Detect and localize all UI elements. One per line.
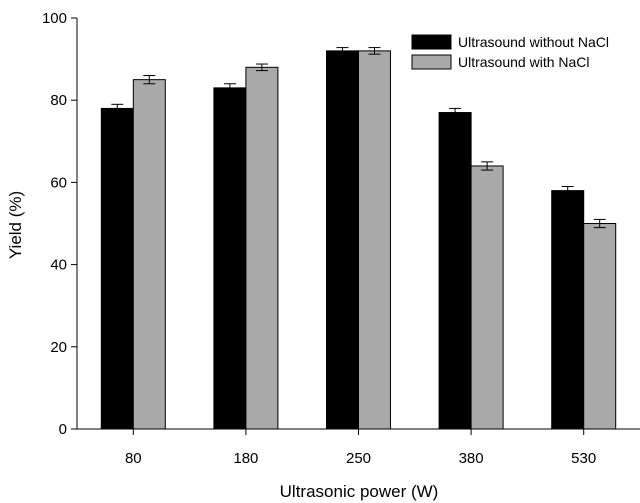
error-bars-layer bbox=[111, 47, 606, 229]
bar-with-nacl-180 bbox=[245, 66, 279, 430]
x-tick-label-380: 380 bbox=[459, 450, 484, 467]
y-tick-label-60: 60 bbox=[50, 174, 67, 191]
legend-label-without-nacl: Ultrasound without NaCl bbox=[458, 34, 609, 50]
x-tick-label-80: 80 bbox=[125, 450, 142, 467]
legend-swatch-without-nacl bbox=[411, 34, 452, 50]
legend-swatch-with-nacl bbox=[411, 54, 452, 70]
y-tick-label-0: 0 bbox=[59, 421, 67, 438]
y-axis-title: Yield (%) bbox=[6, 191, 25, 259]
y-tick-label-20: 20 bbox=[50, 339, 67, 356]
bar-without-nacl-180 bbox=[213, 87, 247, 430]
y-tick-label-80: 80 bbox=[50, 92, 67, 109]
ticks-layer: 80 180 250 380 530 0 20 40 60 80 100 bbox=[42, 10, 596, 467]
legend: Ultrasound without NaCl Ultrasound with N… bbox=[411, 34, 609, 70]
bar-without-nacl-530 bbox=[551, 190, 585, 430]
x-axis-title: Ultrasonic power (W) bbox=[280, 482, 439, 501]
bar-without-nacl-380 bbox=[438, 112, 472, 430]
bar-without-nacl-250 bbox=[326, 50, 359, 430]
x-tick-label-530: 530 bbox=[571, 450, 596, 467]
bar-with-nacl-250 bbox=[358, 50, 391, 430]
x-tick-label-180: 180 bbox=[233, 450, 258, 467]
bar-without-nacl-80 bbox=[100, 107, 134, 430]
y-tick-label-40: 40 bbox=[50, 257, 67, 274]
bar-with-nacl-530 bbox=[583, 223, 617, 430]
bar-with-nacl-80 bbox=[132, 79, 166, 430]
bars-layer bbox=[100, 50, 617, 430]
y-tick-label-100: 100 bbox=[42, 10, 67, 27]
x-tick-label-250: 250 bbox=[346, 450, 371, 467]
bar-with-nacl-380 bbox=[470, 165, 504, 430]
legend-label-with-nacl: Ultrasound with NaCl bbox=[458, 54, 590, 70]
